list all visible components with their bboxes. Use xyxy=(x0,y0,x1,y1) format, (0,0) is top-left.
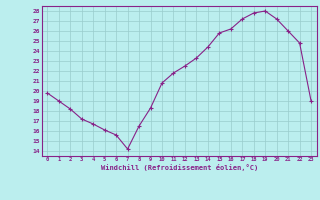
X-axis label: Windchill (Refroidissement éolien,°C): Windchill (Refroidissement éolien,°C) xyxy=(100,164,258,171)
